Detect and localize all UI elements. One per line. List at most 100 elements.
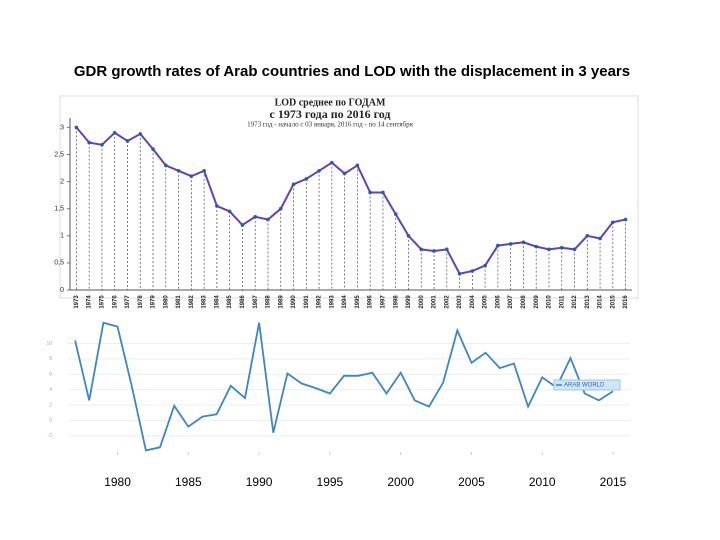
x-tick-label: 2006 xyxy=(495,295,501,309)
x-tick-label: 1984 xyxy=(214,295,220,309)
point xyxy=(138,132,143,136)
x-tick-label: 1992 xyxy=(317,295,323,309)
x-tick-label: 1985 xyxy=(227,295,233,309)
point xyxy=(278,206,283,211)
x-tick-label: 1974 xyxy=(87,295,93,309)
point xyxy=(585,234,590,238)
x-tick-label: 1994 xyxy=(342,295,348,309)
x-tick-label: 2015 xyxy=(600,475,627,489)
point xyxy=(189,174,194,178)
x-tick-label: 1980 xyxy=(163,295,169,309)
x-tick-label: 2007 xyxy=(508,295,514,309)
point xyxy=(521,240,526,245)
x-tick-label: 1998 xyxy=(393,295,399,309)
x-tick-label: 2002 xyxy=(444,295,450,309)
y-tick-label: 2,5 xyxy=(54,151,64,158)
point xyxy=(381,190,385,195)
x-tick-label: 1990 xyxy=(246,475,273,489)
x-tick-label: 1980 xyxy=(104,475,131,489)
x-tick-label: 2000 xyxy=(419,295,425,309)
point xyxy=(125,139,130,143)
top-chart-title: LOD среднее по ГОДАМ xyxy=(275,97,386,108)
y-tick-label: 3 xyxy=(60,124,64,131)
x-tick-label: 2010 xyxy=(547,295,553,309)
x-tick-label: 1996 xyxy=(368,295,374,309)
x-tick-label: 1989 xyxy=(278,295,284,309)
y-tick-label: 10 xyxy=(46,341,52,347)
point xyxy=(483,263,487,268)
point xyxy=(227,209,232,214)
point xyxy=(355,163,360,168)
point xyxy=(342,171,347,176)
x-tick-label: 1976 xyxy=(112,295,118,309)
point xyxy=(623,217,628,222)
point xyxy=(240,223,245,227)
x-tick-label: 1995 xyxy=(317,475,344,489)
y-tick-label: 1,5 xyxy=(54,206,64,213)
point xyxy=(534,244,539,249)
x-tick-label: 2005 xyxy=(483,295,489,309)
x-tick-label: 1979 xyxy=(151,295,157,309)
x-tick-label: 2011 xyxy=(559,295,565,309)
top-chart-frame xyxy=(59,95,639,299)
x-tick-label: 2012 xyxy=(572,295,578,309)
point xyxy=(508,242,513,246)
legend-label: ARAB WORLD xyxy=(564,383,605,389)
x-tick-label: 1987 xyxy=(253,295,259,309)
x-tick-label: 1981 xyxy=(176,295,182,309)
x-tick-label: 1993 xyxy=(329,295,335,309)
point xyxy=(202,168,206,173)
x-tick-label: 2010 xyxy=(529,475,556,489)
point xyxy=(74,125,79,130)
x-tick-label: 2000 xyxy=(387,475,414,489)
point xyxy=(291,182,296,187)
x-tick-label: 2008 xyxy=(521,295,527,309)
point xyxy=(432,249,436,253)
point xyxy=(496,243,500,248)
point xyxy=(266,217,270,222)
x-tick-label: 2009 xyxy=(534,295,540,309)
point xyxy=(151,147,155,151)
y-tick-label: 8 xyxy=(49,356,52,362)
y-tick-label: 0 xyxy=(49,418,52,424)
x-tick-label: 2005 xyxy=(458,475,485,489)
y-tick-label: -2 xyxy=(48,433,53,439)
point xyxy=(598,236,602,241)
y-tick-label: 4 xyxy=(49,387,52,393)
point xyxy=(572,247,577,252)
x-tick-label: 1985 xyxy=(175,475,202,489)
lod-line xyxy=(75,126,626,275)
x-tick-label: 2013 xyxy=(585,295,591,309)
slide-title: GDR growth rates of Arab countries and L… xyxy=(74,63,630,80)
point xyxy=(457,271,462,276)
x-tick-label: 1975 xyxy=(100,295,106,309)
y-tick-label: 2 xyxy=(60,178,64,185)
point xyxy=(406,234,411,238)
point xyxy=(215,204,219,208)
point xyxy=(176,168,181,173)
x-tick-label: 1990 xyxy=(291,295,297,309)
point xyxy=(163,163,168,168)
x-tick-label: 1999 xyxy=(406,295,412,309)
point xyxy=(253,215,258,219)
x-tick-label: 2001 xyxy=(432,295,438,309)
point xyxy=(470,269,475,273)
point xyxy=(393,212,398,216)
x-tick-label: 2003 xyxy=(457,295,463,309)
legend-box xyxy=(553,379,621,391)
point xyxy=(317,168,321,173)
x-tick-label: 1997 xyxy=(381,295,387,309)
point xyxy=(304,177,309,181)
x-tick-label: 1977 xyxy=(125,295,131,309)
point xyxy=(87,140,91,145)
x-tick-label: 1988 xyxy=(266,295,272,309)
point xyxy=(547,247,551,252)
y-tick-label: 1 xyxy=(60,233,64,240)
x-tick-label: 1978 xyxy=(138,295,144,309)
x-tick-label: 1991 xyxy=(304,295,310,309)
x-tick-label: 2014 xyxy=(598,295,604,309)
x-tick-label: 1983 xyxy=(202,295,208,309)
y-tick-label: 0 xyxy=(60,287,64,294)
point xyxy=(330,160,334,165)
y-tick-label: 2 xyxy=(49,402,52,408)
